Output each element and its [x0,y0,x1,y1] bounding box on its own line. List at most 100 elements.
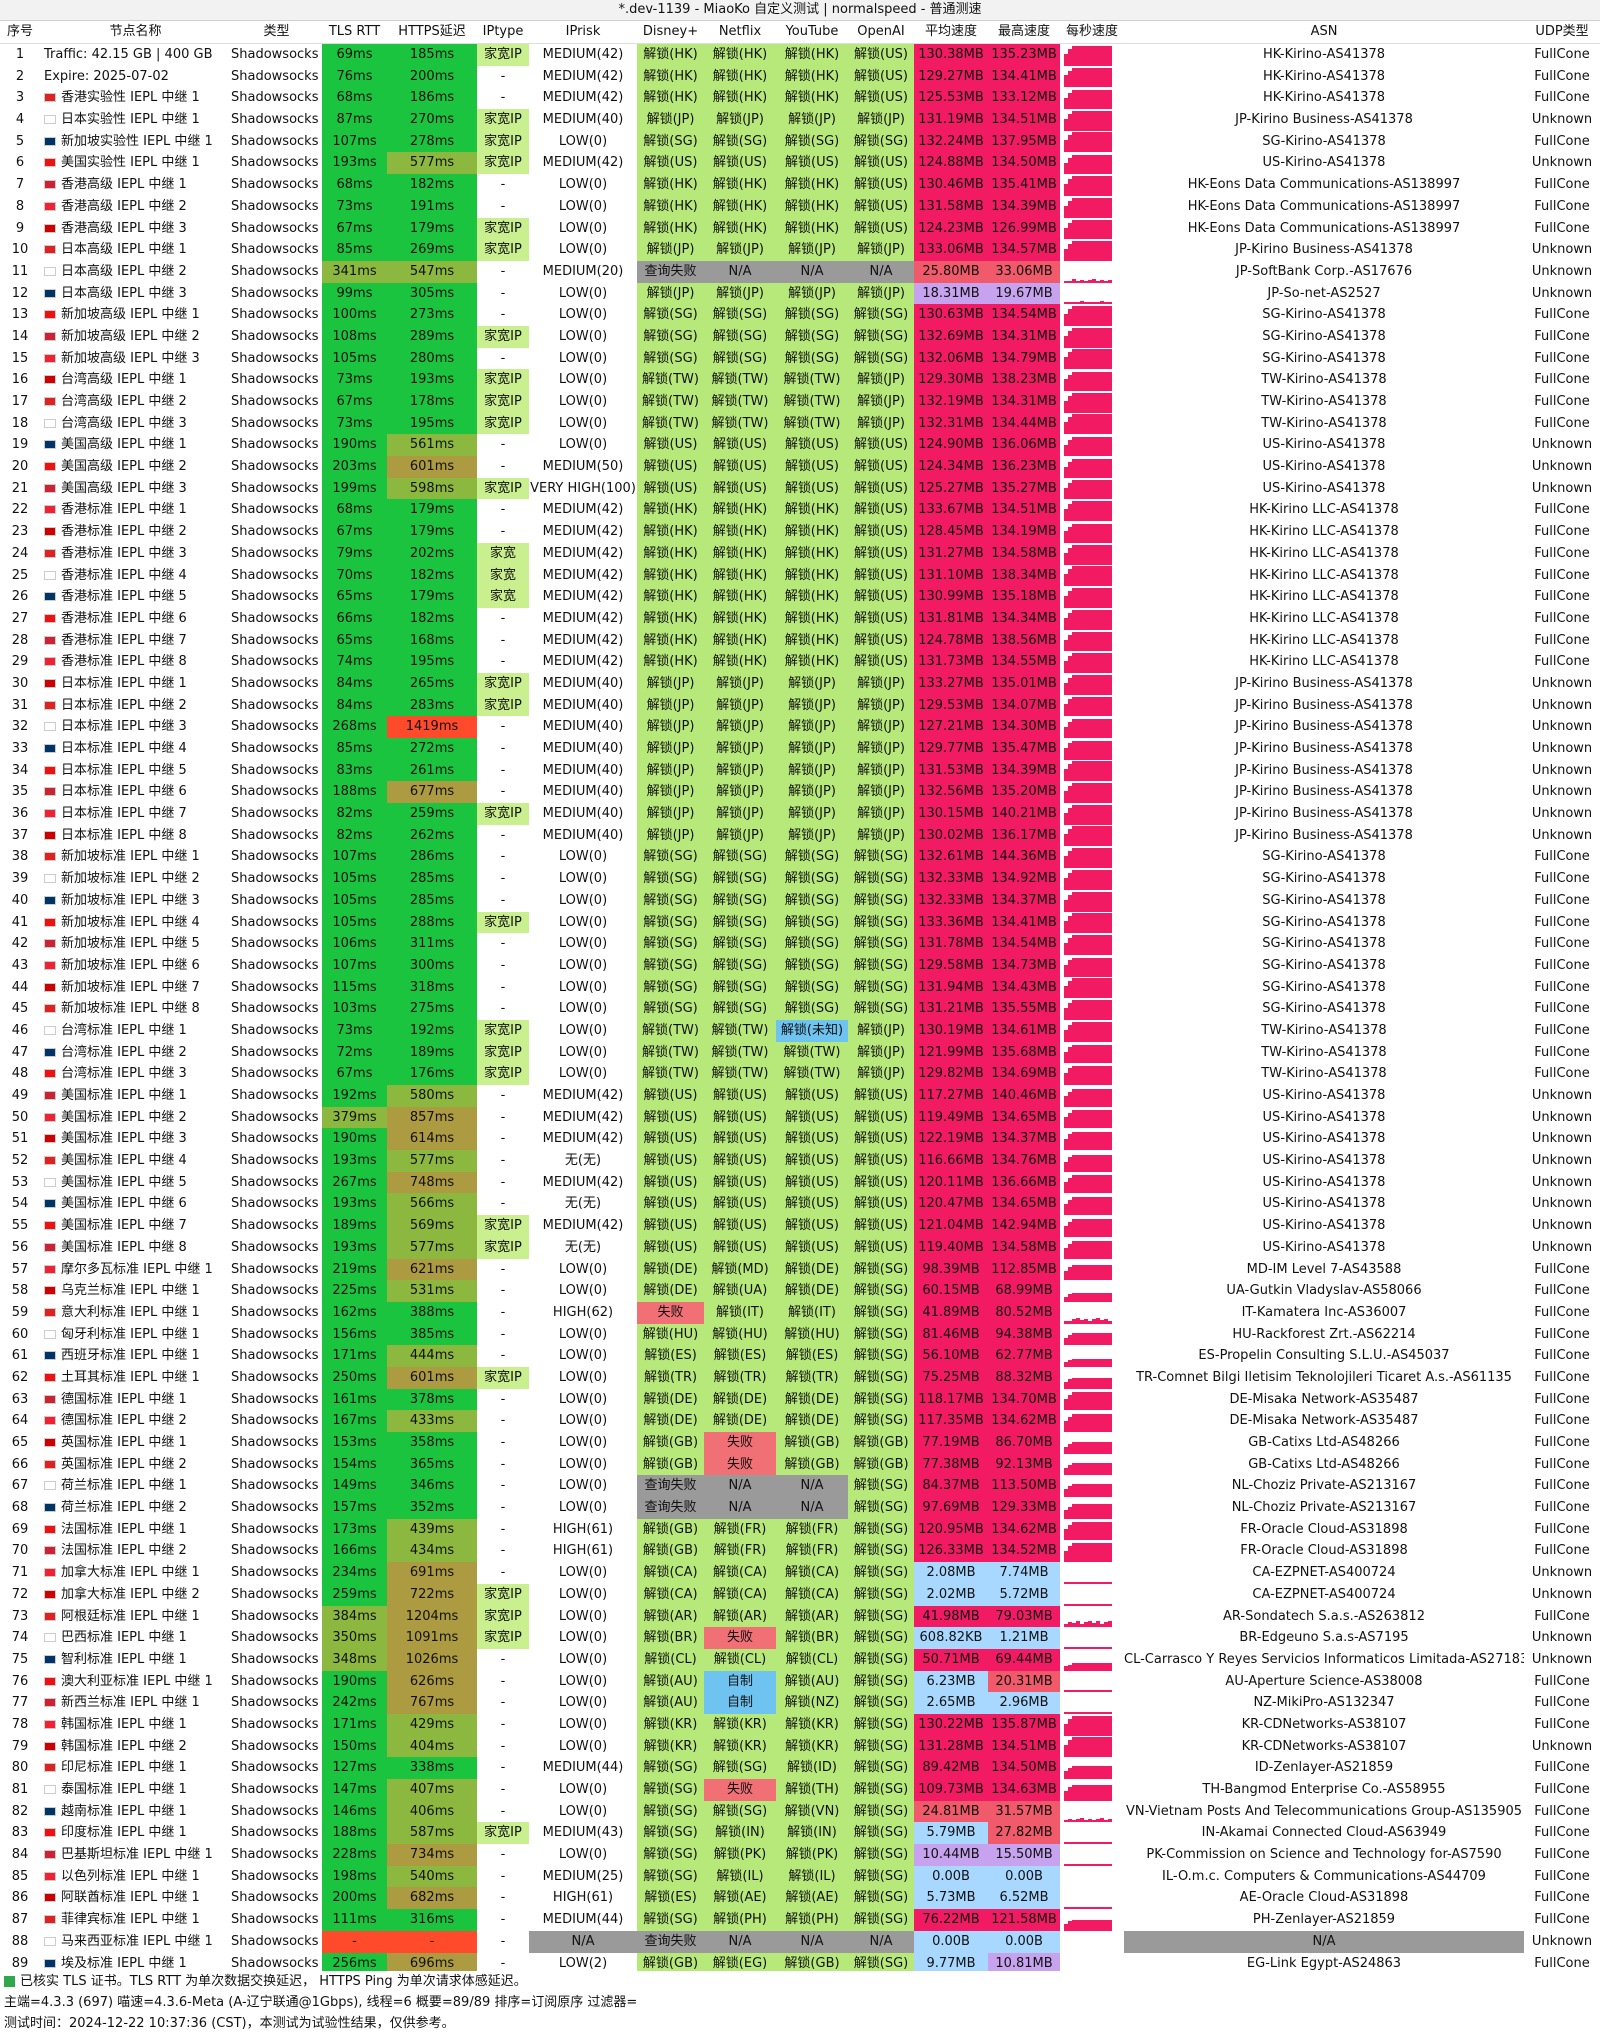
header-9[interactable]: YouTube [785,24,839,39]
table-row[interactable]: 2 Expire: 2025-07-02 Shadowsocks 76ms 200ms -… [0,65,1600,88]
table-row[interactable]: 41 新加坡标准 IEPL 中继 4 Shadowsocks 105ms 288ms 家宽… [0,911,1600,934]
table-row[interactable]: 5 新加坡实验性 IEPL 中继 1 Shadowsocks 107ms 278ms 家宽… [0,130,1600,153]
table-row[interactable]: 86 阿联酋标准 IEPL 中继 1 Shadowsocks 200ms 682ms - H… [0,1887,1600,1910]
table-row[interactable]: 67 荷兰标准 IEPL 中继 1 Shadowsocks 149ms 346ms - LO… [0,1475,1600,1498]
header-5[interactable]: IPtype [482,24,524,39]
table-row[interactable]: 56 美国标准 IEPL 中继 8 Shadowsocks 193ms 577ms 家宽I… [0,1236,1600,1259]
table-row[interactable]: 69 法国标准 IEPL 中继 1 Shadowsocks 173ms 439ms - HI… [0,1518,1600,1541]
table-row[interactable]: 88 马来西亚标准 IEPL 中继 1 Shadowsocks - - - N/A 查询失败 N… [0,1930,1600,1953]
table-row[interactable]: 1 Traffic: 42.15 GB | 400 GB Shadowsocks 69… [0,44,1600,66]
table-row[interactable]: 25 香港标准 IEPL 中继 4 Shadowsocks 70ms 182ms 家宽 ME… [0,564,1600,587]
table-row[interactable]: 72 加拿大标准 IEPL 中继 2 Shadowsocks 259ms 722ms 家宽… [0,1583,1600,1606]
table-row[interactable]: 50 美国标准 IEPL 中继 2 Shadowsocks 379ms 857ms - ME… [0,1106,1600,1129]
table-row[interactable]: 54 美国标准 IEPL 中继 6 Shadowsocks 193ms 566ms - 无(… [0,1193,1600,1216]
table-row[interactable]: 23 香港标准 IEPL 中继 2 Shadowsocks 67ms 179ms - MED… [0,521,1600,543]
table-row[interactable]: 26 香港标准 IEPL 中继 5 Shadowsocks 65ms 179ms 家宽 ME… [0,586,1600,608]
table-row[interactable]: 45 新加坡标准 IEPL 中继 8 Shadowsocks 103ms 275ms - L… [0,998,1600,1020]
table-row[interactable]: 61 西班牙标准 IEPL 中继 1 Shadowsocks 171ms 444ms - L… [0,1345,1600,1367]
table-row[interactable]: 8 香港高级 IEPL 中继 2 Shadowsocks 73ms 191ms - LOW(… [0,195,1600,218]
header-7[interactable]: Disney+ [642,24,699,39]
table-row[interactable]: 17 台湾高级 IEPL 中继 2 Shadowsocks 67ms 178ms 家宽IP… [0,391,1600,413]
table-row[interactable]: 57 摩尔多瓦标准 IEPL 中继 1 Shadowsocks 219ms 621ms -… [0,1258,1600,1281]
table-row[interactable]: 80 印尼标准 IEPL 中继 1 Shadowsocks 127ms 338ms - ME… [0,1757,1600,1779]
table-row[interactable]: 37 日本标准 IEPL 中继 8 Shadowsocks 82ms 262ms - MED… [0,824,1600,847]
table-row[interactable]: 49 美国标准 IEPL 中继 1 Shadowsocks 192ms 580ms - ME… [0,1085,1600,1107]
table-row[interactable]: 85 以色列标准 IEPL 中继 1 Shadowsocks 198ms 540ms - M… [0,1865,1600,1888]
table-row[interactable]: 68 荷兰标准 IEPL 中继 2 Shadowsocks 157ms 352ms - LO… [0,1497,1600,1519]
table-row[interactable]: 47 台湾标准 IEPL 中继 2 Shadowsocks 72ms 189ms 家宽IP… [0,1041,1600,1064]
header-11[interactable]: 平均速度 [924,24,977,39]
table-row[interactable]: 59 意大利标准 IEPL 中继 1 Shadowsocks 162ms 388ms - H… [0,1301,1600,1324]
table-row[interactable]: 38 新加坡标准 IEPL 中继 1 Shadowsocks 107ms 286ms - L… [0,846,1600,869]
table-row[interactable]: 71 加拿大标准 IEPL 中继 1 Shadowsocks 234ms 691ms - L… [0,1562,1600,1584]
table-row[interactable]: 46 台湾标准 IEPL 中继 1 Shadowsocks 73ms 192ms 家宽IP… [0,1019,1600,1042]
table-row[interactable]: 31 日本标准 IEPL 中继 2 Shadowsocks 84ms 283ms 家宽IP… [0,694,1600,717]
table-row[interactable]: 81 泰国标准 IEPL 中继 1 Shadowsocks 147ms 407ms - LO… [0,1779,1600,1801]
table-row[interactable]: 74 巴西标准 IEPL 中继 1 Shadowsocks 350ms 1091ms 家宽… [0,1627,1600,1649]
table-row[interactable]: 79 韩国标准 IEPL 中继 2 Shadowsocks 150ms 404ms - LO… [0,1735,1600,1758]
table-row[interactable]: 77 新西兰标准 IEPL 中继 1 Shadowsocks 242ms 767ms - L… [0,1692,1600,1714]
table-row[interactable]: 20 美国高级 IEPL 中继 2 Shadowsocks 203ms 601ms - ME… [0,456,1600,478]
table-row[interactable]: 14 新加坡高级 IEPL 中继 2 Shadowsocks 108ms 289ms 家宽… [0,325,1600,348]
table-row[interactable]: 27 香港标准 IEPL 中继 6 Shadowsocks 66ms 182ms - MED… [0,607,1600,630]
table-row[interactable]: 15 新加坡高级 IEPL 中继 3 Shadowsocks 105ms 280ms - L… [0,347,1600,370]
table-row[interactable]: 21 美国高级 IEPL 中继 3 Shadowsocks 199ms 598ms 家宽I… [0,477,1600,500]
table-row[interactable]: 9 香港高级 IEPL 中继 3 Shadowsocks 67ms 179ms 家宽IP L… [0,217,1600,240]
table-row[interactable]: 33 日本标准 IEPL 中继 4 Shadowsocks 85ms 272ms - MED… [0,738,1600,760]
table-row[interactable]: 70 法国标准 IEPL 中继 2 Shadowsocks 166ms 434ms - HI… [0,1540,1600,1563]
table-row[interactable]: 36 日本标准 IEPL 中继 7 Shadowsocks 82ms 259ms 家宽IP… [0,803,1600,825]
table-row[interactable]: 29 香港标准 IEPL 中继 8 Shadowsocks 74ms 195ms - MED… [0,651,1600,673]
table-row[interactable]: 82 越南标准 IEPL 中继 1 Shadowsocks 146ms 406ms - LO… [0,1800,1600,1823]
table-row[interactable]: 52 美国标准 IEPL 中继 4 Shadowsocks 193ms 577ms - 无(… [0,1150,1600,1172]
header-15[interactable]: UDP类型 [1535,24,1589,39]
header-2[interactable]: 类型 [263,24,290,39]
table-row[interactable]: 13 新加坡高级 IEPL 中继 1 Shadowsocks 100ms 273ms - L… [0,304,1600,326]
table-row[interactable]: 42 新加坡标准 IEPL 中继 5 Shadowsocks 106ms 311ms - L… [0,933,1600,955]
header-3[interactable]: TLS RTT [328,24,381,39]
table-row[interactable]: 43 新加坡标准 IEPL 中继 6 Shadowsocks 107ms 300ms - L… [0,954,1600,977]
table-row[interactable]: 11 日本高级 IEPL 中继 2 Shadowsocks 341ms 547ms - ME… [0,260,1600,283]
table-row[interactable]: 66 英国标准 IEPL 中继 2 Shadowsocks 154ms 365ms - LO… [0,1453,1600,1476]
table-row[interactable]: 44 新加坡标准 IEPL 中继 7 Shadowsocks 115ms 318ms - L… [0,976,1600,999]
table-row[interactable]: 84 巴基斯坦标准 IEPL 中继 1 Shadowsocks 228ms 734ms -… [0,1844,1600,1866]
table-row[interactable]: 35 日本标准 IEPL 中继 6 Shadowsocks 188ms 677ms - ME… [0,781,1600,804]
table-row[interactable]: 22 香港标准 IEPL 中继 1 Shadowsocks 68ms 179ms - MED… [0,499,1600,522]
header-1[interactable]: 节点名称 [109,24,162,39]
table-row[interactable]: 64 德国标准 IEPL 中继 2 Shadowsocks 167ms 433ms - LO… [0,1410,1600,1432]
table-row[interactable]: 60 匈牙利标准 IEPL 中继 1 Shadowsocks 156ms 385ms - L… [0,1323,1600,1346]
table-row[interactable]: 28 香港标准 IEPL 中继 7 Shadowsocks 65ms 168ms - MED… [0,629,1600,652]
table-row[interactable]: 83 印度标准 IEPL 中继 1 Shadowsocks 188ms 587ms 家宽I… [0,1822,1600,1845]
table-row[interactable]: 19 美国高级 IEPL 中继 1 Shadowsocks 190ms 561ms - LO… [0,434,1600,457]
table-row[interactable]: 30 日本标准 IEPL 中继 1 Shadowsocks 84ms 265ms 家宽IP… [0,672,1600,695]
table-row[interactable]: 55 美国标准 IEPL 中继 7 Shadowsocks 189ms 569ms 家宽I… [0,1215,1600,1237]
header-12[interactable]: 最高速度 [997,24,1050,39]
table-row[interactable]: 34 日本标准 IEPL 中继 5 Shadowsocks 83ms 261ms - MED… [0,759,1600,782]
header-0[interactable]: 序号 [6,24,33,39]
header-10[interactable]: OpenAI [857,24,905,39]
header-13[interactable]: 每秒速度 [1065,24,1118,39]
header-6[interactable]: IPrisk [565,24,601,39]
table-row[interactable]: 3 香港实验性 IEPL 中继 1 Shadowsocks 68ms 186ms - MED… [0,87,1600,110]
header-4[interactable]: HTTPS延迟 [398,24,466,39]
table-row[interactable]: 63 德国标准 IEPL 中继 1 Shadowsocks 161ms 378ms - LO… [0,1388,1600,1411]
header-14[interactable]: ASN [1310,24,1338,39]
table-row[interactable]: 53 美国标准 IEPL 中继 5 Shadowsocks 267ms 748ms - ME… [0,1171,1600,1194]
table-row[interactable]: 87 菲律宾标准 IEPL 中继 1 Shadowsocks 111ms 316ms - M… [0,1909,1600,1931]
table-row[interactable]: 78 韩国标准 IEPL 中继 1 Shadowsocks 171ms 429ms - LO… [0,1713,1600,1736]
table-row[interactable]: 62 土耳其标准 IEPL 中继 1 Shadowsocks 250ms 601ms 家宽… [0,1366,1600,1389]
table-row[interactable]: 40 新加坡标准 IEPL 中继 3 Shadowsocks 105ms 285ms - L… [0,889,1600,912]
table-row[interactable]: 89 埃及标准 IEPL 中继 1 Shadowsocks 256ms 696ms - LO… [0,1952,1600,1975]
table-row[interactable]: 6 美国实验性 IEPL 中继 1 Shadowsocks 193ms 577ms 家宽I… [0,152,1600,175]
table-row[interactable]: 16 台湾高级 IEPL 中继 1 Shadowsocks 73ms 193ms 家宽IP… [0,369,1600,391]
table-row[interactable]: 12 日本高级 IEPL 中继 3 Shadowsocks 99ms 305ms - LOW… [0,282,1600,305]
table-row[interactable]: 4 日本实验性 IEPL 中继 1 Shadowsocks 87ms 270ms 家宽IP… [0,109,1600,131]
table-row[interactable]: 32 日本标准 IEPL 中继 3 Shadowsocks 268ms 1419ms - M… [0,716,1600,738]
table-row[interactable]: 75 智利标准 IEPL 中继 1 Shadowsocks 348ms 1026ms - L… [0,1648,1600,1671]
table-row[interactable]: 76 澳大利亚标准 IEPL 中继 1 Shadowsocks 190ms 626ms -… [0,1670,1600,1693]
table-row[interactable]: 7 香港高级 IEPL 中继 1 Shadowsocks 68ms 182ms - LOW(… [0,174,1600,196]
table-row[interactable]: 24 香港标准 IEPL 中继 3 Shadowsocks 79ms 202ms 家宽 ME… [0,542,1600,565]
table-row[interactable]: 18 台湾高级 IEPL 中继 3 Shadowsocks 73ms 195ms 家宽IP… [0,412,1600,435]
table-row[interactable]: 51 美国标准 IEPL 中继 3 Shadowsocks 190ms 614ms - ME… [0,1128,1600,1151]
table-row[interactable]: 48 台湾标准 IEPL 中继 3 Shadowsocks 67ms 176ms 家宽IP… [0,1063,1600,1085]
table-row[interactable]: 58 乌克兰标准 IEPL 中继 1 Shadowsocks 225ms 531ms - L… [0,1280,1600,1302]
